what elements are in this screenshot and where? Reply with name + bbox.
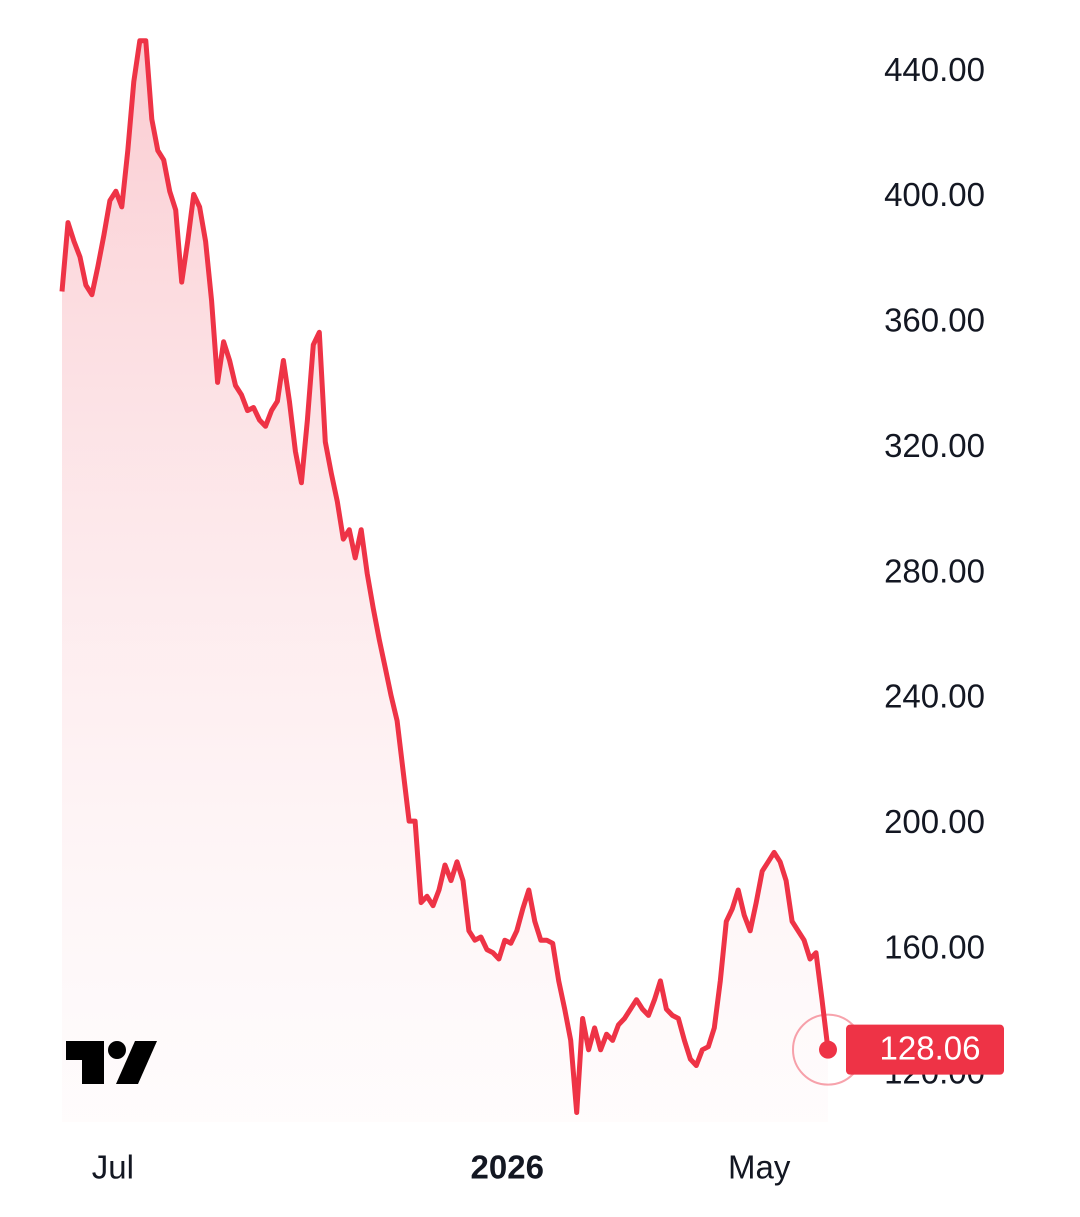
last-point bbox=[819, 1040, 837, 1059]
area-fill bbox=[62, 40, 828, 1122]
y-tick-label: 320.00 bbox=[884, 427, 985, 464]
y-tick-label: 360.00 bbox=[884, 302, 985, 339]
last-value-badge bbox=[846, 1024, 1004, 1075]
x-tick-label: Jul bbox=[92, 1149, 134, 1186]
y-tick-label: 280.00 bbox=[884, 552, 985, 589]
plot-area bbox=[59, 38, 831, 1122]
x-tick-label: May bbox=[728, 1149, 791, 1186]
price-line bbox=[59, 38, 831, 1115]
y-tick-label: 440.00 bbox=[884, 51, 985, 88]
x-tick-label: 2026 bbox=[471, 1149, 544, 1186]
logo bbox=[66, 1041, 157, 1084]
y-tick-label: 200.00 bbox=[884, 803, 985, 840]
y-tick-label: 240.00 bbox=[884, 678, 985, 715]
last-value-label: 128.06 bbox=[880, 1029, 981, 1066]
y-tick-label: 400.00 bbox=[884, 176, 985, 213]
y-tick-label: 160.00 bbox=[884, 928, 985, 965]
